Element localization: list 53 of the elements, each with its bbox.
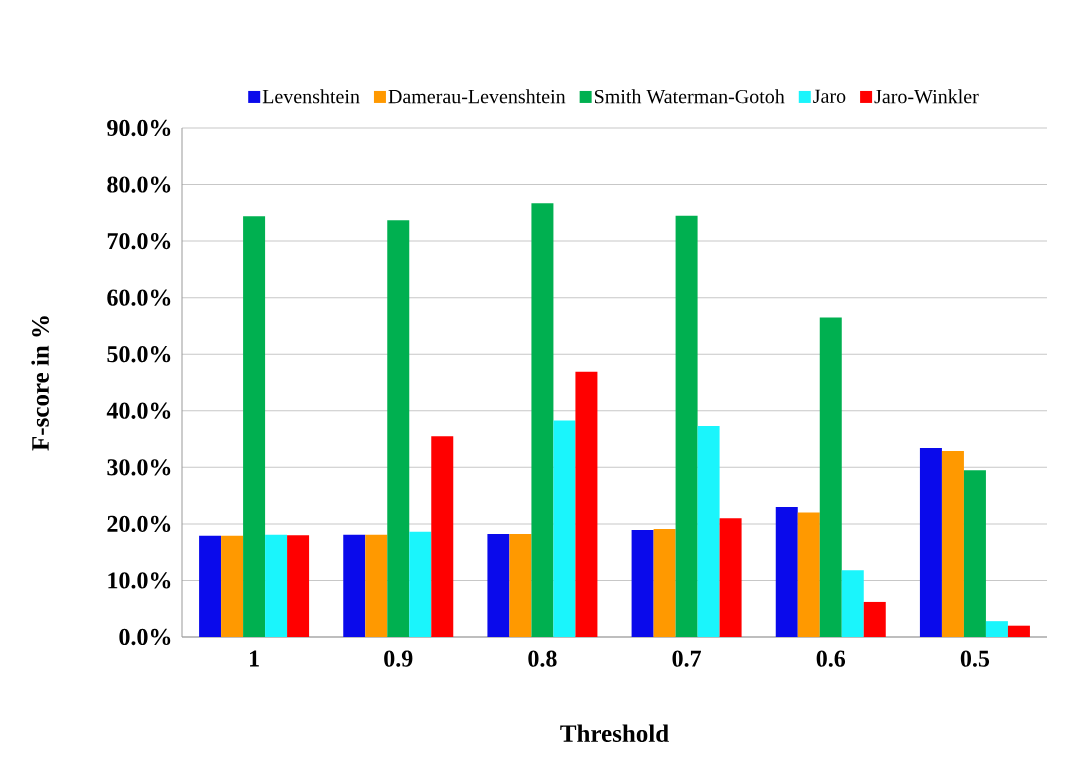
bar [265,534,288,637]
bar [365,534,388,637]
bar [575,371,598,637]
bar [797,512,820,637]
bar [863,601,886,637]
y-tick-label: 80.0% [107,176,171,193]
x-tick-label: 0.6 [816,650,846,667]
legend-label: Levenshtein [262,89,360,104]
bar [697,426,720,637]
x-tick-label: 0.5 [960,650,990,667]
bar [963,470,986,637]
bar [841,570,864,637]
bar [819,317,842,637]
bar [431,436,454,637]
bar [199,535,222,637]
bar [985,621,1008,637]
y-tick-label: 30.0% [107,459,171,476]
bar [675,215,698,637]
y-tick-label: 60.0% [107,289,171,306]
y-axis-title: F-score in % [31,316,49,451]
y-tick-label: 50.0% [107,346,171,363]
y-tick-label: 0.0% [119,628,171,646]
bar [653,528,676,637]
x-tick-label: 0.9 [384,650,413,667]
bar [409,531,432,637]
legend-label: Jaro-Winkler [874,89,979,104]
x-axis-title: Threshold [560,724,669,742]
bar [719,518,742,637]
bar [531,203,554,637]
bar [919,448,942,637]
x-tick-label: 0.7 [672,650,702,667]
bar [221,535,244,637]
y-tick-label: 90.0% [107,119,171,137]
legend-label: Damerau-Levenshtein [388,89,566,104]
bar [1007,625,1030,637]
x-tick-label: 1 [250,650,259,667]
bar [553,420,576,637]
y-tick-label: 70.0% [107,232,171,250]
x-tick-label: 0.8 [528,650,557,667]
bar [631,530,654,637]
bar [343,534,366,637]
bar [509,534,532,637]
bar [287,535,310,637]
y-tick-label: 10.0% [108,572,171,589]
bar [243,216,266,637]
bar [775,506,798,637]
legend-label: Jaro [813,89,846,103]
y-tick-label: 20.0% [107,515,171,533]
bar [387,220,410,637]
bar [941,450,964,637]
bar [487,534,510,637]
legend-label: Smith Waterman-Gotoh [594,89,785,104]
y-tick-label: 40.0% [106,402,171,419]
